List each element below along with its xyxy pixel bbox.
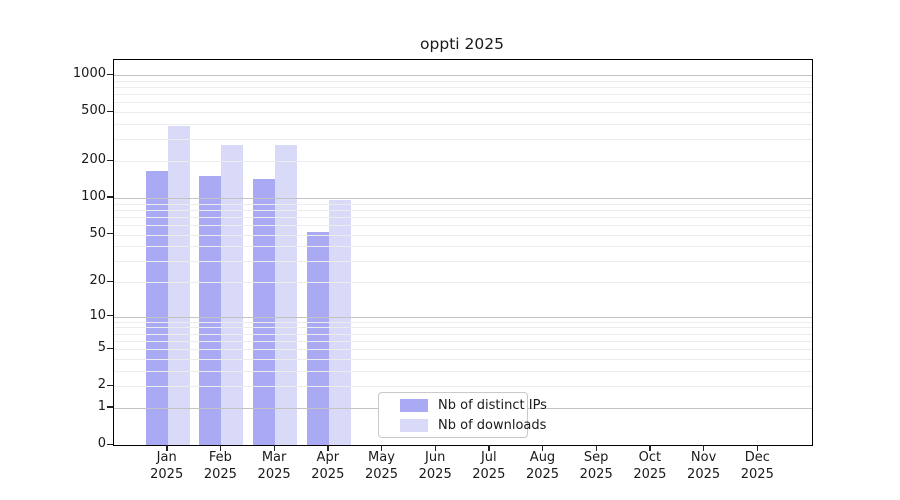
minor-gridline bbox=[114, 102, 812, 104]
minor-gridline bbox=[114, 94, 812, 96]
minor-gridline bbox=[114, 216, 812, 218]
x-tick-mark bbox=[219, 445, 222, 451]
y-tick-mark bbox=[107, 73, 113, 75]
legend-label-distinct-ips: Nb of distinct IPs bbox=[438, 397, 547, 413]
x-tick-mark bbox=[166, 445, 168, 451]
legend: Nb of distinct IPs Nb of downloads bbox=[378, 392, 547, 438]
y-tick-mark bbox=[107, 280, 113, 282]
minor-gridline bbox=[114, 386, 812, 388]
minor-gridline bbox=[114, 321, 812, 323]
x-tick-label: Dec 2025 bbox=[740, 450, 774, 482]
minor-gridline bbox=[114, 349, 812, 351]
major-gridline bbox=[114, 75, 812, 76]
x-tick-mark bbox=[756, 445, 759, 451]
x-tick-label: Nov 2025 bbox=[687, 450, 721, 482]
x-tick-label: Feb 2025 bbox=[203, 450, 237, 482]
bar-feb-downloads bbox=[221, 145, 244, 445]
x-tick-mark bbox=[649, 445, 651, 451]
y-tick-label: 2 bbox=[97, 377, 106, 393]
y-tick-label: 1000 bbox=[72, 66, 106, 81]
y-tick-label: 500 bbox=[81, 103, 106, 119]
minor-gridline bbox=[114, 203, 812, 205]
bar-feb-distinct-ips bbox=[199, 176, 222, 445]
minor-gridline bbox=[114, 261, 812, 263]
x-tick-mark bbox=[273, 445, 275, 451]
major-gridline bbox=[114, 316, 812, 318]
bar-jan-distinct-ips bbox=[145, 170, 168, 445]
x-tick-label: May 2025 bbox=[364, 450, 399, 482]
legend-item-distinct-ips: Nb of distinct IPs bbox=[400, 398, 547, 413]
x-tick-label: Jan 2025 bbox=[150, 450, 184, 482]
y-tick-label: 100 bbox=[81, 188, 106, 204]
y-tick-mark bbox=[107, 347, 113, 349]
minor-gridline bbox=[114, 112, 812, 114]
y-tick-label: 0 bbox=[97, 436, 106, 451]
plot-area bbox=[113, 59, 813, 446]
y-tick-mark bbox=[107, 406, 113, 408]
y-tick-label: 5 bbox=[97, 340, 106, 356]
minor-gridline bbox=[114, 224, 812, 226]
minor-gridline bbox=[114, 370, 812, 372]
legend-item-downloads: Nb of downloads bbox=[400, 418, 546, 433]
legend-swatch-distinct-ips bbox=[400, 398, 428, 412]
y-tick-mark bbox=[107, 110, 113, 112]
x-tick-label: Oct 2025 bbox=[633, 450, 667, 482]
x-tick-label: Apr 2025 bbox=[311, 450, 345, 482]
y-tick-mark bbox=[107, 443, 113, 445]
x-tick-label: Jun 2025 bbox=[418, 450, 452, 482]
x-tick-label: Sep 2025 bbox=[579, 450, 613, 482]
y-tick-mark bbox=[107, 233, 113, 235]
minor-gridline bbox=[114, 139, 812, 141]
bar-mar-downloads bbox=[275, 145, 298, 445]
minor-gridline bbox=[114, 246, 812, 248]
y-tick-mark bbox=[107, 315, 113, 317]
legend-label-downloads: Nb of downloads bbox=[438, 417, 547, 433]
y-tick-label: 50 bbox=[89, 225, 106, 241]
y-tick-label: 200 bbox=[81, 152, 106, 167]
y-tick-mark bbox=[107, 384, 113, 387]
minor-gridline bbox=[114, 161, 812, 162]
x-tick-mark bbox=[327, 445, 329, 451]
minor-gridline bbox=[114, 87, 812, 88]
x-tick-mark bbox=[381, 445, 383, 451]
y-tick-label: 10 bbox=[89, 307, 106, 323]
x-tick-mark bbox=[434, 445, 437, 451]
x-tick-mark bbox=[703, 445, 705, 451]
bar-mar-distinct-ips bbox=[253, 178, 276, 445]
x-tick-mark bbox=[595, 445, 598, 451]
x-tick-mark bbox=[488, 445, 490, 451]
x-tick-label: Aug 2025 bbox=[525, 450, 560, 482]
x-tick-label: Mar 2025 bbox=[257, 450, 291, 482]
minor-gridline bbox=[114, 358, 812, 360]
x-tick-label: Jul 2025 bbox=[472, 450, 506, 482]
y-tick-label: 20 bbox=[89, 273, 106, 288]
minor-gridline bbox=[114, 282, 812, 283]
y-tick-mark bbox=[107, 159, 113, 161]
major-gridline bbox=[114, 197, 812, 199]
x-tick-mark bbox=[542, 445, 544, 451]
y-tick-mark bbox=[107, 196, 113, 198]
minor-gridline bbox=[114, 340, 812, 342]
minor-gridline bbox=[114, 80, 812, 82]
y-tick-label: 1 bbox=[97, 398, 106, 414]
minor-gridline bbox=[114, 209, 812, 211]
minor-gridline bbox=[114, 333, 812, 335]
minor-gridline bbox=[114, 234, 812, 236]
minor-gridline bbox=[114, 124, 812, 125]
bar-jan-downloads bbox=[167, 125, 190, 445]
minor-gridline bbox=[114, 327, 812, 329]
bar-apr-distinct-ips bbox=[306, 232, 329, 445]
chart-title: oppti 2025 bbox=[420, 35, 504, 53]
legend-swatch-downloads bbox=[400, 418, 428, 432]
